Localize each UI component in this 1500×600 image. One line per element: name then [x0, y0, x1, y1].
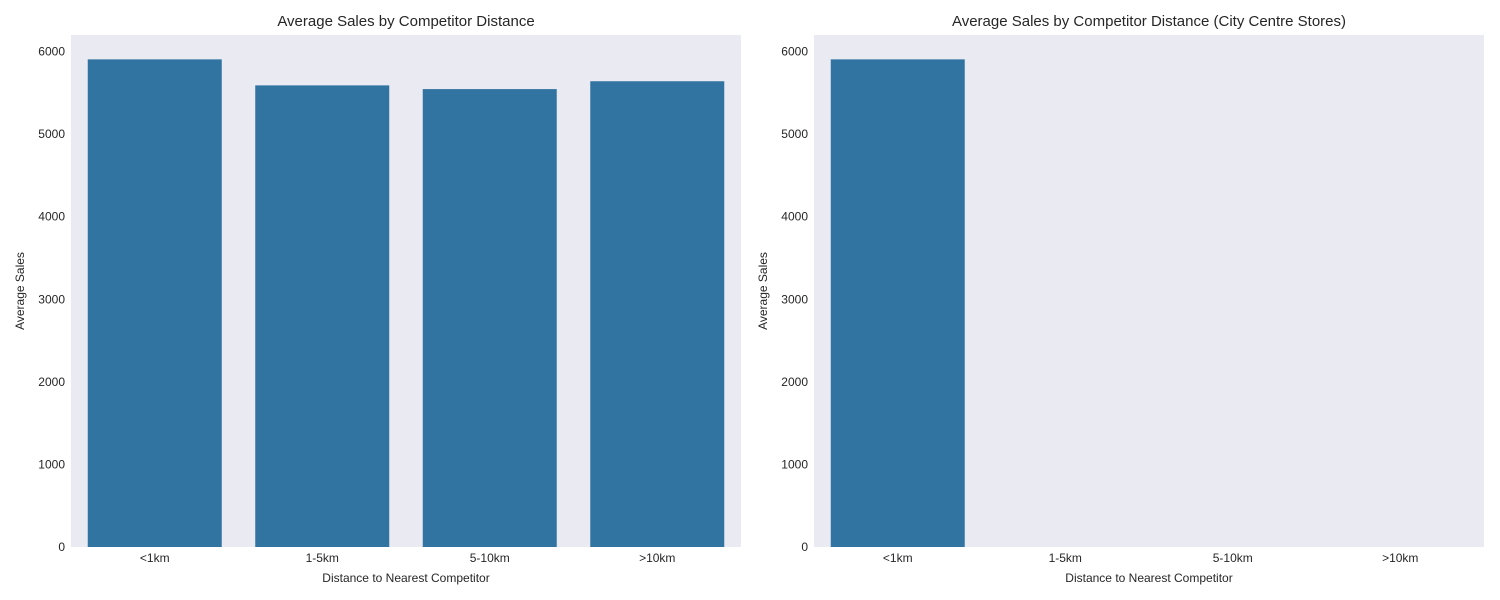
x-tick-label: 1-5km: [306, 551, 339, 565]
chart-1: Average Sales by Competitor Distance 0 100…: [13, 13, 741, 585]
chart-title: Average Sales by Competitor Distance: [277, 13, 534, 30]
y-axis-label: Average Sales: [13, 252, 27, 330]
x-tick-label: <1km: [883, 551, 913, 565]
bar-1-5km: [255, 85, 390, 547]
bar->10km: [590, 81, 725, 547]
y-tick-label: 1000: [38, 457, 65, 471]
chart-2: Average Sales by Competitor Distance (Ci…: [756, 13, 1484, 585]
y-tick-label: 3000: [38, 292, 65, 306]
bar-5-10km: [422, 89, 557, 547]
x-tick-label: 5-10km: [470, 551, 510, 565]
y-tick-label: 2000: [781, 375, 808, 389]
y-tick-label: 0: [801, 540, 808, 554]
x-axis-label: Distance to Nearest Competitor: [1065, 571, 1232, 585]
x-tick-label: <1km: [140, 551, 170, 565]
x-tick-label: 5-10km: [1213, 551, 1253, 565]
x-tick-label: >10km: [639, 551, 675, 565]
chart-title: Average Sales by Competitor Distance (Ci…: [952, 13, 1346, 30]
x-axis-label: Distance to Nearest Competitor: [322, 571, 489, 585]
y-tick-label: 3000: [781, 292, 808, 306]
y-tick-label: 6000: [781, 45, 808, 59]
y-tick-label: 1000: [781, 457, 808, 471]
y-tick-label: 5000: [38, 127, 65, 141]
y-tick-label: 6000: [38, 45, 65, 59]
y-axis-label: Average Sales: [756, 252, 770, 330]
y-tick-label: 0: [58, 540, 65, 554]
bar-<1km: [87, 59, 222, 547]
bar-<1km: [830, 59, 965, 547]
y-tick-label: 4000: [781, 210, 808, 224]
y-tick-label: 4000: [38, 210, 65, 224]
x-tick-label: 1-5km: [1049, 551, 1082, 565]
x-tick-label: >10km: [1382, 551, 1418, 565]
y-tick-label: 5000: [781, 127, 808, 141]
y-tick-label: 2000: [38, 375, 65, 389]
